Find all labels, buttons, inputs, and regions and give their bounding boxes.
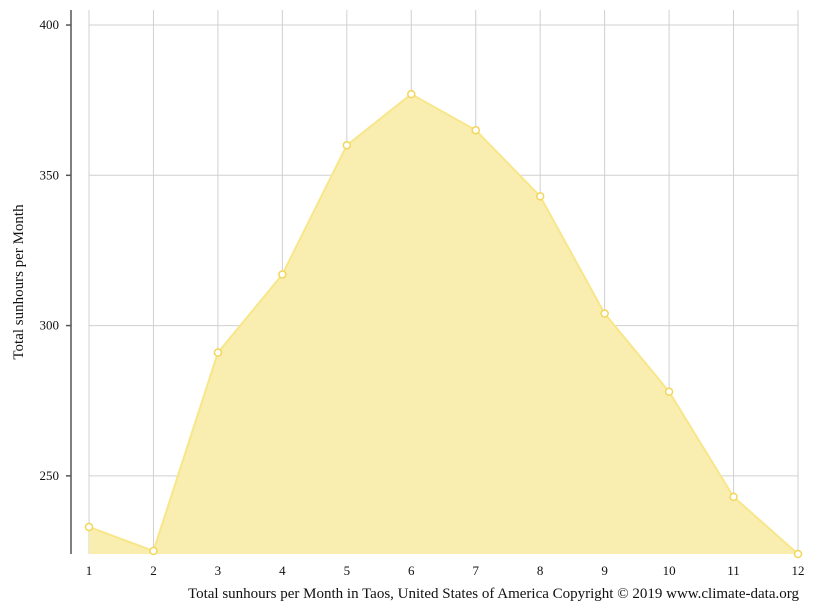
data-point[interactable] — [278, 270, 287, 279]
area-fill — [89, 94, 798, 554]
data-point[interactable] — [600, 309, 609, 318]
data-point[interactable] — [213, 348, 223, 357]
y-tick-label: 300 — [40, 318, 60, 333]
data-point[interactable] — [535, 192, 545, 201]
x-tick-label: 12 — [792, 563, 805, 578]
x-tick-label: 5 — [344, 563, 351, 578]
data-point[interactable] — [84, 522, 94, 532]
data-points — [84, 89, 803, 559]
x-tick-label: 9 — [601, 563, 608, 578]
x-tick-label: 6 — [408, 563, 415, 578]
y-tick-label: 250 — [40, 468, 60, 483]
data-point[interactable] — [664, 387, 674, 396]
x-tick-label: 11 — [727, 563, 740, 578]
data-point[interactable] — [793, 549, 803, 559]
x-tick-label: 8 — [537, 563, 544, 578]
series-line — [88, 93, 799, 555]
x-tick-label: 10 — [663, 563, 676, 578]
data-point[interactable] — [342, 140, 352, 150]
axes — [66, 10, 72, 554]
data-point[interactable] — [149, 546, 158, 556]
x-tick-label: 4 — [279, 563, 286, 578]
y-tick-label: 400 — [40, 17, 60, 32]
x-tick-label: 7 — [472, 563, 479, 578]
area-series — [88, 93, 799, 555]
data-point[interactable] — [407, 89, 416, 99]
x-tick-label: 2 — [150, 563, 157, 578]
data-point[interactable] — [729, 492, 738, 502]
y-axis-title: Total sunhours per Month — [11, 204, 27, 360]
x-tick-label: 1 — [86, 563, 93, 578]
y-tick-label: 350 — [40, 167, 60, 182]
data-point[interactable] — [471, 125, 480, 135]
x-tick-label: 3 — [215, 563, 222, 578]
chart-caption: Total sunhours per Month in Taos, United… — [188, 586, 800, 602]
